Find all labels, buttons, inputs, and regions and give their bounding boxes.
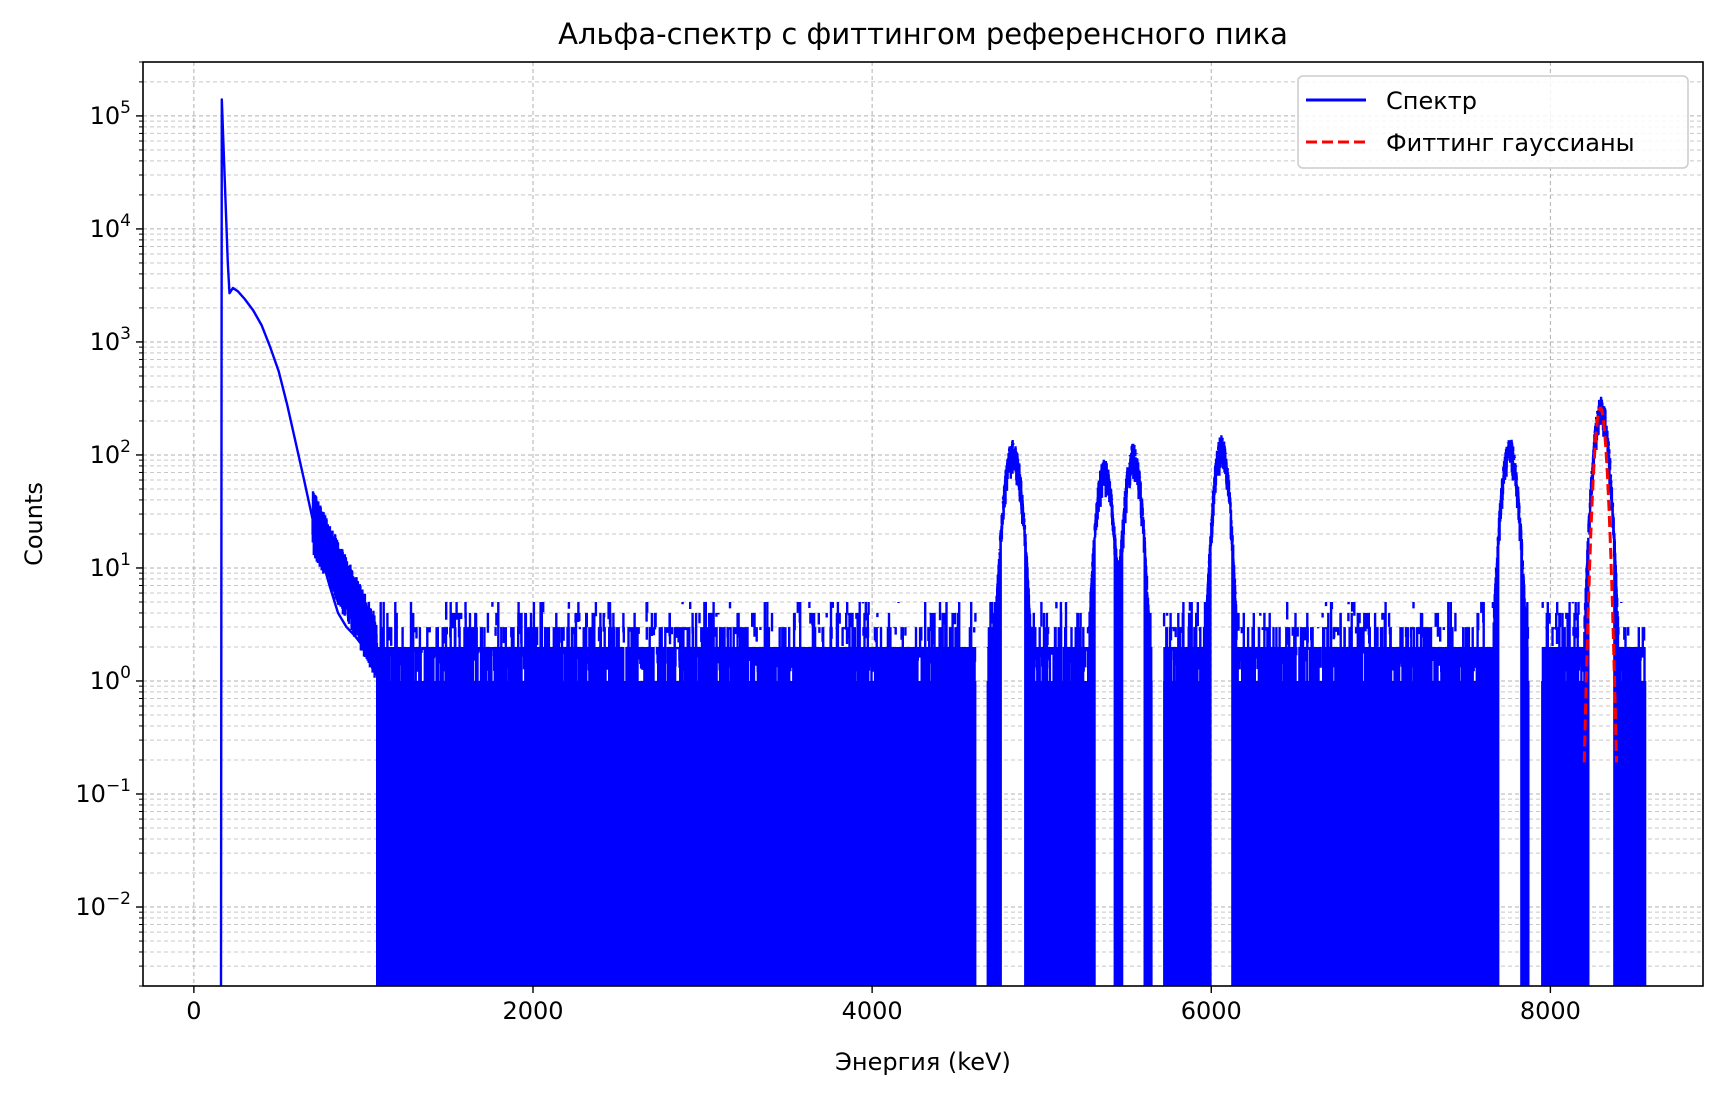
y-tick-label: 102 <box>90 437 131 469</box>
y-tick-label: 105 <box>90 98 131 130</box>
legend-label-spectrum: Спектр <box>1386 87 1477 115</box>
y-tick-label: 10−1 <box>75 776 131 808</box>
y-tick-label: 104 <box>90 211 131 243</box>
y-tick-label: 101 <box>90 550 131 582</box>
series-layer <box>219 98 1647 986</box>
legend-label-fit: Фиттинг гауссианы <box>1386 129 1635 157</box>
x-tick-label: 4000 <box>842 997 903 1025</box>
x-tick-label: 6000 <box>1181 997 1242 1025</box>
legend: Спектр Фиттинг гауссианы <box>1297 75 1689 169</box>
spectrum-line <box>219 98 1647 986</box>
y-tick-label: 100 <box>90 663 131 695</box>
y-tick-label: 103 <box>90 324 131 356</box>
x-axis-label: Энергия (keV) <box>835 1048 1011 1076</box>
x-tick-label: 0 <box>186 997 201 1025</box>
axis-ticks: 10−2 10−1 100 101 102 103 104 105 0 2000 4000 6000 8… <box>75 61 1581 1025</box>
plot-frame <box>142 61 1704 987</box>
y-axis-label: Counts <box>20 482 48 566</box>
gaussian-fit-line <box>1582 406 1618 763</box>
x-tick-label: 2000 <box>502 997 563 1025</box>
x-tick-label: 8000 <box>1520 997 1581 1025</box>
y-tick-label: 10−2 <box>75 889 131 921</box>
chart-title: Альфа-спектр с фиттингом референсного пи… <box>558 17 1288 51</box>
legend-box <box>1297 75 1689 169</box>
